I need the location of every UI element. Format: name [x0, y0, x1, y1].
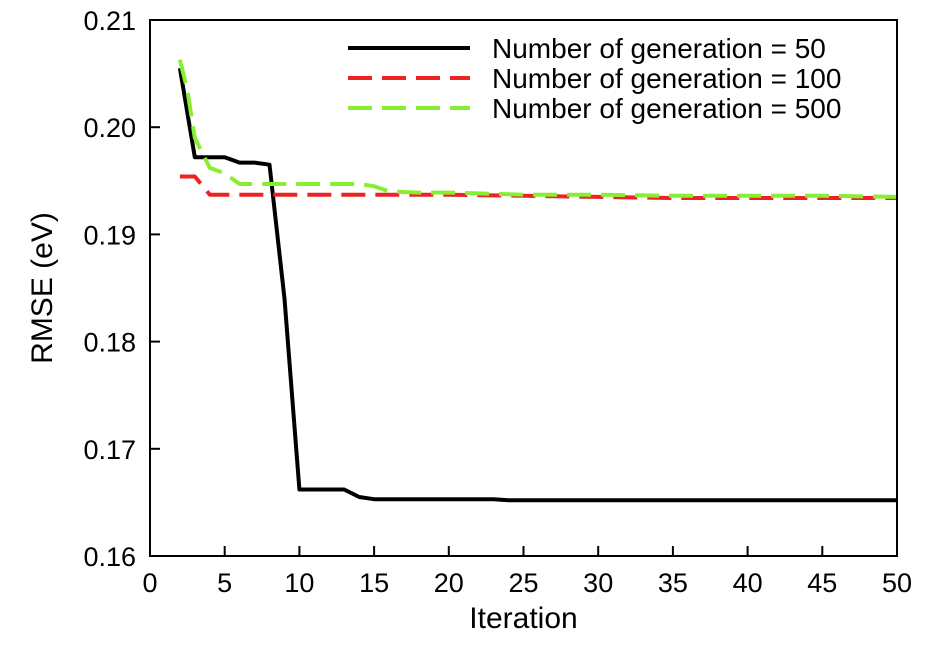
x-tick-label: 50 [882, 568, 912, 598]
x-tick-label: 30 [583, 568, 613, 598]
y-tick-label: 0.19 [83, 220, 136, 250]
y-tick-label: 0.17 [83, 435, 136, 465]
legend-label-3: Number of generation = 500 [492, 93, 841, 124]
legend-label-2: Number of generation = 100 [492, 63, 841, 94]
x-tick-label: 0 [142, 568, 157, 598]
x-tick-label: 45 [807, 568, 837, 598]
series-line-3 [177, 59, 898, 199]
axis-ticks [149, 19, 898, 557]
x-tick-label: 5 [217, 568, 232, 598]
plot-lines [177, 59, 898, 503]
x-axis-label: Iteration [469, 602, 577, 635]
y-tick-label: 0.18 [83, 328, 136, 358]
x-tick-label: 20 [434, 568, 464, 598]
y-tick-label: 0.16 [83, 542, 136, 572]
y-tick-label: 0.21 [83, 6, 136, 36]
x-tick-label: 10 [284, 568, 314, 598]
y-axis-label: RMSE (eV) [26, 212, 59, 364]
x-tick-label: 35 [658, 568, 688, 598]
series-line-2 [179, 174, 897, 200]
x-tick-label: 15 [359, 568, 389, 598]
tick-labels: 0 5 10 15 20 25 30 35 40 45 50 0.16 0.17 0.18 0.19 0.20… [83, 6, 912, 598]
x-tick-label: 40 [733, 568, 763, 598]
x-tick-label: 25 [508, 568, 538, 598]
series-line-1 [177, 67, 897, 503]
legend-label-1: Number of generation = 50 [492, 33, 826, 64]
y-tick-label: 0.20 [83, 113, 136, 143]
